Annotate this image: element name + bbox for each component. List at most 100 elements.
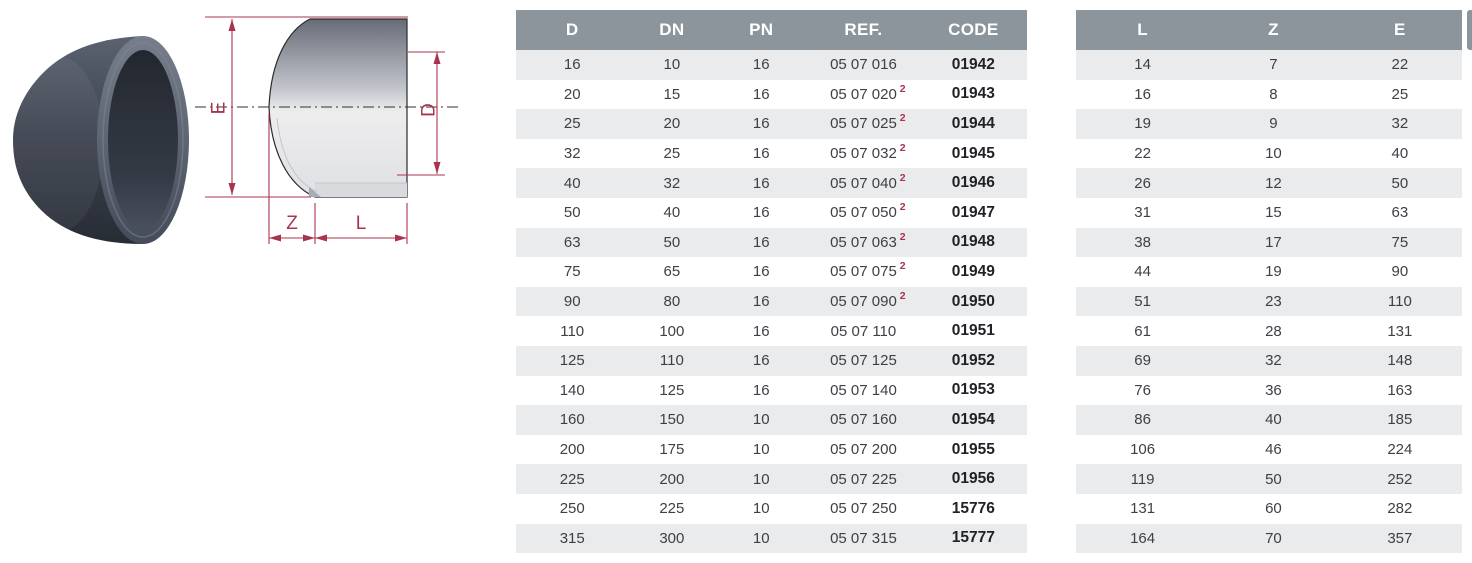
cell: 05 07 090 2 — [807, 287, 919, 317]
cell: 15 — [663, 85, 681, 103]
cell: 200 — [659, 470, 685, 488]
cell: 10 — [752, 470, 770, 488]
cell: 19 — [1134, 115, 1151, 133]
footnote-superscript: 2 — [899, 201, 906, 214]
cell: 110 — [560, 322, 585, 340]
cell: 200 — [559, 441, 585, 459]
cell: 01953 — [951, 381, 995, 399]
cell: 16 — [752, 174, 770, 192]
cell: 50 — [563, 204, 581, 222]
cell: 05 07 200 — [830, 441, 897, 459]
cell: 90 — [1391, 263, 1409, 281]
cell: 164 — [1130, 529, 1156, 547]
table-row: 164 70 357 — [1076, 523, 1462, 554]
cell: 50 — [1265, 470, 1282, 488]
cell: 31 — [1134, 204, 1151, 222]
cell: 10 — [752, 411, 770, 429]
table-row: 51 23 110 — [1076, 286, 1462, 317]
table-row: 90 80 16 05 07 090 2 01950 — [516, 286, 1027, 317]
cell: 26 — [1134, 174, 1151, 192]
column-header-code: CODE — [919, 10, 1027, 50]
cell: 16 — [752, 56, 770, 74]
cell: 110 — [1387, 293, 1412, 311]
cell: 357 — [1387, 529, 1413, 547]
ref-value: 05 07 020 2 — [830, 82, 906, 103]
footnote-superscript: 2 — [899, 260, 906, 273]
footnote-superscript: 2 — [899, 290, 906, 303]
adjacent-table-edge — [1467, 10, 1472, 50]
cell: 250 — [559, 500, 585, 518]
cell: 7 — [1269, 56, 1278, 74]
dim-label-E: E — [209, 102, 230, 115]
cell: 282 — [1387, 500, 1413, 518]
footnote-superscript: 2 — [899, 112, 906, 125]
cell: 69 — [1134, 352, 1151, 370]
cell: 119 — [1130, 470, 1155, 488]
table-row: 160 150 10 05 07 160 01954 — [516, 405, 1027, 435]
cell: 10 — [752, 441, 770, 459]
cell: 148 — [1387, 352, 1413, 370]
cell: 150 — [659, 411, 685, 429]
cell: 8 — [1269, 85, 1278, 103]
cell: 05 07 020 2 — [807, 80, 919, 110]
table-row: 119 50 252 — [1076, 464, 1462, 494]
cell: 80 — [663, 293, 681, 311]
cap-profile — [268, 18, 408, 198]
cell: 60 — [1265, 500, 1282, 518]
cell: 01948 — [951, 233, 995, 251]
ref-value: 05 07 040 2 — [830, 171, 906, 192]
ref-value: 05 07 050 2 — [830, 201, 906, 222]
cell: 40 — [1265, 411, 1282, 429]
column-header-z: Z — [1209, 10, 1338, 50]
dimension-arrows — [228, 19, 441, 242]
table-row: 31 15 63 — [1076, 197, 1462, 228]
table-row: 61 28 131 — [1076, 316, 1462, 346]
cell: 110 — [659, 352, 684, 370]
column-header-pn: PN — [715, 10, 808, 50]
footnote-superscript: 2 — [899, 171, 906, 184]
cell: 28 — [1265, 322, 1282, 340]
cell: 01942 — [951, 55, 995, 73]
spec-table-lze: L Z E 14 7 22 16 8 25 19 9 32 22 10 40 26 12 50 31 15 63 38 17… — [1076, 10, 1462, 554]
column-header-l: L — [1076, 10, 1210, 50]
column-header-d: D — [516, 10, 629, 50]
cell: 50 — [1391, 174, 1409, 192]
cell: 01945 — [951, 144, 995, 162]
cell: 185 — [1387, 411, 1413, 429]
table-row: 22 10 40 — [1076, 138, 1462, 169]
cell: 32 — [563, 145, 581, 163]
cell: 16 — [752, 115, 770, 133]
cell: 01944 — [951, 114, 995, 132]
cell: 40 — [563, 174, 581, 192]
cell: 125 — [559, 352, 585, 370]
cell: 10 — [752, 529, 770, 547]
cell: 05 07 250 — [830, 500, 897, 518]
cell: 10 — [663, 56, 681, 74]
cell: 22 — [1134, 145, 1151, 163]
cell: 125 — [659, 381, 685, 399]
cell: 32 — [1265, 352, 1282, 370]
cell: 25 — [663, 145, 681, 163]
table-row: 14 7 22 — [1076, 50, 1462, 80]
cell: 63 — [563, 233, 581, 251]
table-row: 16 8 25 — [1076, 79, 1462, 110]
table-row: 19 9 32 — [1076, 109, 1462, 139]
cell: 10 — [1265, 145, 1282, 163]
table-row: 86 40 185 — [1076, 405, 1462, 435]
table-row: 250 225 10 05 07 250 15776 — [516, 493, 1027, 524]
cell: 05 07 050 2 — [807, 198, 919, 228]
cell: 19 — [1265, 263, 1282, 281]
cell: 160 — [559, 411, 585, 429]
dim-label-Z: Z — [286, 213, 298, 234]
cell: 05 07 140 — [830, 381, 897, 399]
table-row: 63 50 16 05 07 063 2 01948 — [516, 227, 1027, 258]
cell: 10 — [752, 500, 770, 518]
product-photo-end-cap — [12, 36, 189, 244]
cell: 16 — [1134, 85, 1151, 103]
table-row: 69 32 148 — [1076, 345, 1462, 376]
cell: 05 07 110 — [830, 322, 897, 340]
cell: 40 — [1391, 145, 1409, 163]
cell: 76 — [1134, 381, 1151, 399]
table-row: 20 15 16 05 07 020 2 01943 — [516, 79, 1027, 110]
